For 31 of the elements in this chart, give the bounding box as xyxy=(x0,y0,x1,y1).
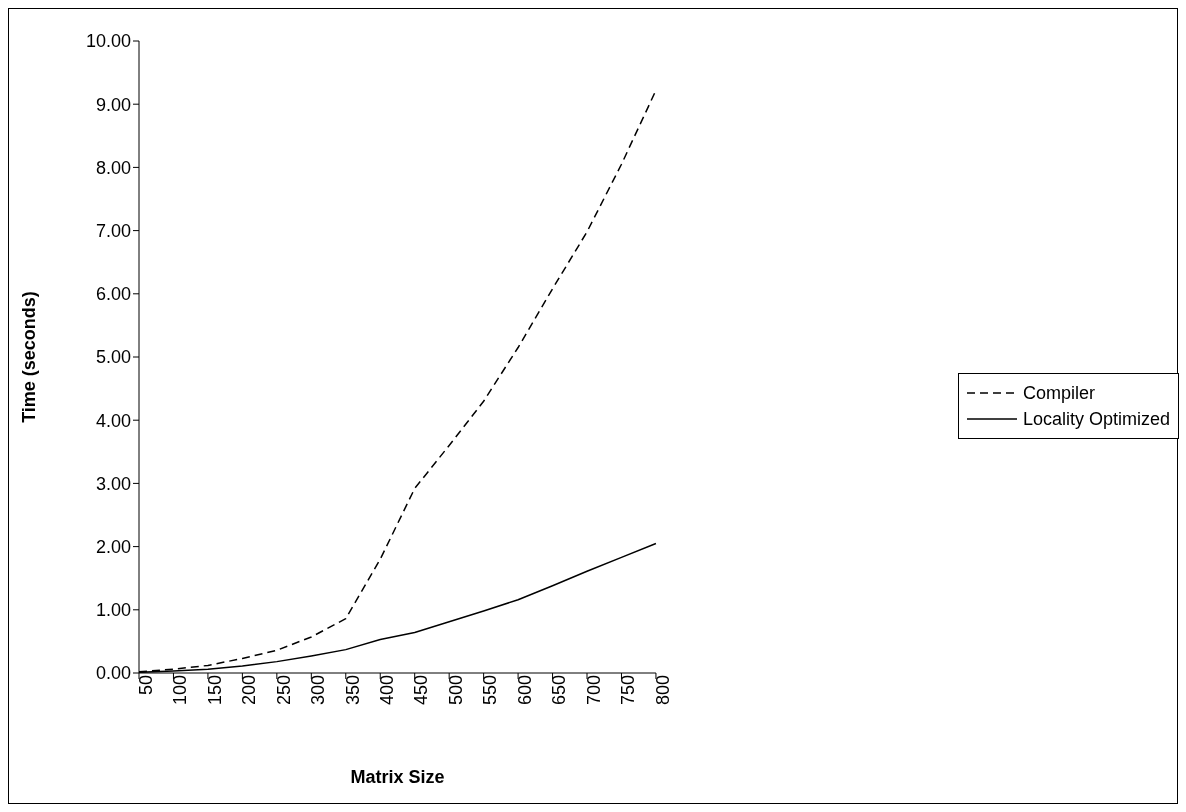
y-tick-label: 3.00 xyxy=(95,473,131,494)
x-tick-label: 300 xyxy=(308,675,329,706)
y-tick-label: 6.00 xyxy=(95,284,131,305)
x-tick-label: 600 xyxy=(514,675,535,706)
x-tick-label: 100 xyxy=(170,675,191,706)
x-tick-label: 650 xyxy=(549,675,570,706)
y-tick-label: 5.00 xyxy=(95,347,131,368)
y-tick-label: 9.00 xyxy=(95,94,131,115)
y-tick-label: 0.00 xyxy=(95,663,131,684)
x-tick-label: 50 xyxy=(135,675,156,696)
y-tick-label: 4.00 xyxy=(95,410,131,431)
y-tick-label: 7.00 xyxy=(95,220,131,241)
x-tick-label: 500 xyxy=(445,675,466,706)
x-tick-label: 750 xyxy=(618,675,639,706)
y-axis-title: Time (seconds) xyxy=(19,291,40,423)
x-tick-label: 350 xyxy=(342,675,363,706)
y-tick-label: 8.00 xyxy=(95,157,131,178)
x-tick-label: 450 xyxy=(411,675,432,706)
x-tick-label: 150 xyxy=(204,675,225,706)
x-tick-label: 800 xyxy=(652,675,673,706)
x-tick-label: 400 xyxy=(377,675,398,706)
y-tick-label: 2.00 xyxy=(95,536,131,557)
x-tick-label: 250 xyxy=(273,675,294,706)
legend-label: Compiler xyxy=(1022,382,1095,405)
x-axis-title: Matrix Size xyxy=(350,767,445,787)
y-tick-label: 1.00 xyxy=(95,600,131,621)
x-tick-label: 550 xyxy=(480,675,501,706)
x-tick-label: 200 xyxy=(239,675,260,706)
legend-label: Locality Optimized xyxy=(1022,408,1170,431)
y-tick-label: 10.00 xyxy=(85,31,131,52)
x-tick-label: 700 xyxy=(583,675,604,706)
